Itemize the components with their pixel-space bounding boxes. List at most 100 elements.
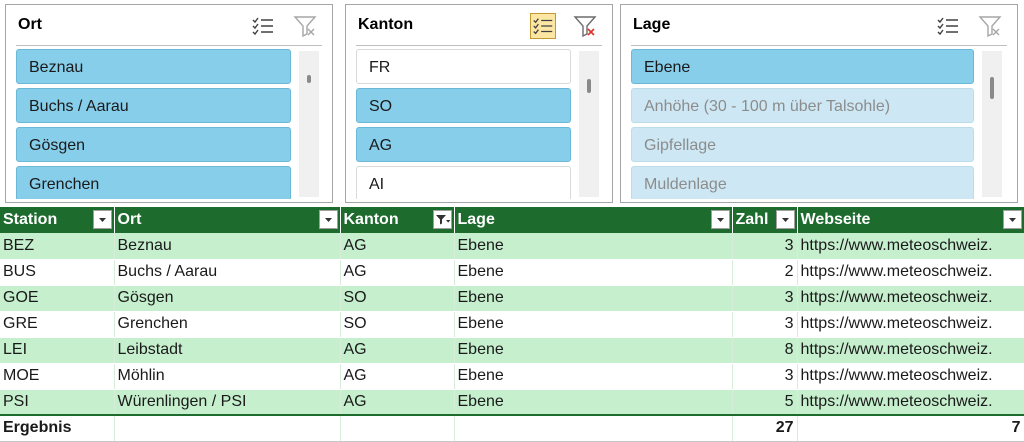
- filter-dropdown-button[interactable]: [318, 210, 338, 229]
- filter-dropdown-button[interactable]: [92, 210, 112, 229]
- column-header-lage: Lage: [454, 207, 733, 233]
- cell-zahl[interactable]: 3: [732, 285, 798, 312]
- cell-webseite[interactable]: https://www.meteoschweiz.: [797, 259, 1024, 286]
- funnel-filter-icon: [435, 215, 450, 225]
- total-webseite[interactable]: 7: [797, 414, 1024, 442]
- slicer-item[interactable]: Muldenlage: [631, 166, 974, 199]
- cell-kanton[interactable]: AG: [340, 337, 455, 364]
- slicer-title: Kanton: [358, 16, 414, 33]
- cell-ort[interactable]: Grenchen: [114, 311, 341, 338]
- scrollbar[interactable]: [299, 51, 319, 197]
- clear-filter-icon[interactable]: [572, 13, 598, 39]
- cell-ort[interactable]: Möhlin: [114, 363, 341, 390]
- cell-ort[interactable]: Beznau: [114, 233, 341, 260]
- slicer-item[interactable]: Beznau: [16, 49, 291, 84]
- multi-select-icon[interactable]: [935, 13, 961, 39]
- chevron-down-icon: [1008, 218, 1016, 222]
- scrollbar-thumb[interactable]: [307, 75, 311, 83]
- cell-webseite[interactable]: https://www.meteoschweiz.: [797, 389, 1024, 416]
- table-row: BUS Buchs / Aarau AG Ebene 2 https://www.mete…: [0, 259, 1024, 286]
- column-header-ort: Ort: [114, 207, 341, 233]
- slicer-item[interactable]: AI: [356, 166, 571, 199]
- slicer-item[interactable]: AG: [356, 127, 571, 162]
- cell-lage[interactable]: Ebene: [454, 363, 733, 390]
- multi-select-icon[interactable]: [250, 13, 276, 39]
- filter-dropdown-button[interactable]: [1002, 210, 1022, 229]
- total-row: Ergebnis 27 7: [0, 414, 1024, 442]
- cell-ort[interactable]: Gösgen: [114, 285, 341, 312]
- table-row: PSI Würenlingen / PSI AG Ebene 5 https://www.…: [0, 389, 1024, 416]
- cell-webseite[interactable]: https://www.meteoschweiz.: [797, 285, 1024, 312]
- cell-kanton[interactable]: AG: [340, 233, 455, 260]
- multi-select-icon[interactable]: [530, 13, 556, 39]
- total-cell-empty[interactable]: [454, 414, 733, 442]
- cell-ort[interactable]: Buchs / Aarau: [114, 259, 341, 286]
- clear-filter-icon[interactable]: [977, 13, 1003, 39]
- table-row: BEZ Beznau AG Ebene 3 https://www.meteoschwei…: [0, 233, 1024, 260]
- slicer-item[interactable]: SO: [356, 88, 571, 123]
- cell-lage[interactable]: Ebene: [454, 285, 733, 312]
- filter-dropdown-button[interactable]: [775, 210, 795, 229]
- clear-filter-icon[interactable]: [292, 13, 318, 39]
- slicer-item[interactable]: Anhöhe (30 - 100 m über Talsohle): [631, 88, 974, 123]
- cell-kanton[interactable]: AG: [340, 259, 455, 286]
- table-row: GRE Grenchen SO Ebene 3 https://www.meteoschw…: [0, 311, 1024, 338]
- column-header-kanton: Kanton: [340, 207, 455, 233]
- slicer-header: Kanton: [356, 5, 602, 46]
- cell-lage[interactable]: Ebene: [454, 311, 733, 338]
- slicer-item[interactable]: FR: [356, 49, 571, 84]
- total-cell-empty[interactable]: [340, 414, 455, 442]
- scrollbar[interactable]: [982, 51, 1002, 197]
- cell-station[interactable]: GRE: [0, 311, 115, 338]
- cell-station[interactable]: GOE: [0, 285, 115, 312]
- cell-lage[interactable]: Ebene: [454, 259, 733, 286]
- cell-kanton[interactable]: SO: [340, 285, 455, 312]
- cell-zahl[interactable]: 3: [732, 311, 798, 338]
- slicer-items: Beznau Buchs / Aarau Gösgen Grenchen: [16, 49, 291, 199]
- scrollbar-thumb[interactable]: [587, 79, 591, 93]
- slicer-header: Ort: [16, 5, 322, 46]
- slicer-item[interactable]: Gipfellage: [631, 127, 974, 162]
- slicer-item[interactable]: Buchs / Aarau: [16, 88, 291, 123]
- cell-lage[interactable]: Ebene: [454, 233, 733, 260]
- cell-station[interactable]: LEI: [0, 337, 115, 364]
- total-cell-empty[interactable]: [114, 414, 341, 442]
- cell-webseite[interactable]: https://www.meteoschweiz.: [797, 363, 1024, 390]
- cell-station[interactable]: BEZ: [0, 233, 115, 260]
- cell-webseite[interactable]: https://www.meteoschweiz.: [797, 337, 1024, 364]
- slicer-item[interactable]: Gösgen: [16, 127, 291, 162]
- cell-kanton[interactable]: AG: [340, 389, 455, 416]
- total-label[interactable]: Ergebnis: [0, 414, 115, 442]
- total-zahl[interactable]: 27: [732, 414, 798, 442]
- cell-zahl[interactable]: 3: [732, 233, 798, 260]
- column-header-label: Kanton: [343, 211, 399, 228]
- slicer-kanton: Kanton FR SO AG AI: [345, 4, 613, 203]
- filter-dropdown-button[interactable]: [710, 210, 730, 229]
- cell-zahl[interactable]: 3: [732, 363, 798, 390]
- cell-lage[interactable]: Ebene: [454, 389, 733, 416]
- cell-ort[interactable]: Leibstadt: [114, 337, 341, 364]
- cell-webseite[interactable]: https://www.meteoschweiz.: [797, 233, 1024, 260]
- filter-dropdown-button[interactable]: [432, 210, 452, 229]
- chevron-down-icon: [324, 218, 332, 222]
- cell-station[interactable]: PSI: [0, 389, 115, 416]
- scrollbar-thumb[interactable]: [990, 77, 994, 99]
- cell-zahl[interactable]: 2: [732, 259, 798, 286]
- scrollbar[interactable]: [579, 51, 599, 197]
- slicer-item[interactable]: Grenchen: [16, 166, 291, 199]
- cell-webseite[interactable]: https://www.meteoschweiz.: [797, 311, 1024, 338]
- cell-station[interactable]: BUS: [0, 259, 115, 286]
- table-row: MOE Möhlin AG Ebene 3 https://www.meteoschwei…: [0, 363, 1024, 390]
- cell-zahl[interactable]: 5: [732, 389, 798, 416]
- cell-zahl[interactable]: 8: [732, 337, 798, 364]
- cell-lage[interactable]: Ebene: [454, 337, 733, 364]
- slicer-title: Ort: [18, 16, 42, 33]
- cell-kanton[interactable]: AG: [340, 363, 455, 390]
- cell-ort[interactable]: Würenlingen / PSI: [114, 389, 341, 416]
- cell-station[interactable]: MOE: [0, 363, 115, 390]
- slicer-header: Lage: [631, 5, 1007, 46]
- slicer-item[interactable]: Ebene: [631, 49, 974, 84]
- column-header-label: Webseite: [800, 211, 871, 228]
- column-header-label: Station: [3, 211, 58, 228]
- cell-kanton[interactable]: SO: [340, 311, 455, 338]
